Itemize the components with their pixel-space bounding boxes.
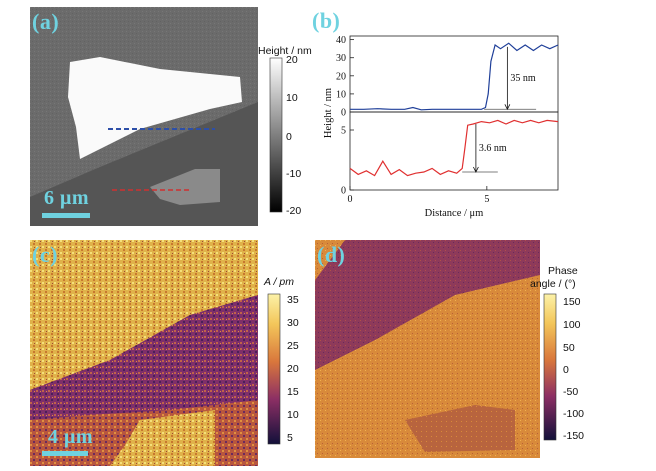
phase-map-image	[315, 240, 540, 458]
arrow-head	[504, 104, 511, 111]
height-tick: 0	[286, 131, 292, 143]
thin-flake	[150, 169, 220, 205]
profile-series-line	[350, 42, 559, 111]
phase-tick: -150	[563, 430, 585, 442]
phase-colorbar-title-1: Phase	[548, 265, 578, 277]
amplitude-tick: 35	[287, 294, 299, 306]
amplitude-colorbar	[267, 293, 281, 445]
plot-frame	[349, 111, 559, 191]
step-height-label: 3.6 nm	[479, 143, 507, 154]
scale-bar-a	[42, 213, 90, 218]
y-tick-label: 20	[336, 71, 346, 82]
height-tick: -20	[286, 205, 302, 217]
height-tick: 20	[286, 54, 298, 66]
height-colorbar	[269, 57, 283, 213]
amplitude-colorbar-title: A / pm	[264, 276, 294, 288]
amplitude-tick: 15	[287, 386, 299, 398]
panel-label-b: (b)	[312, 8, 341, 33]
phase-colorbar-title-2: angle / (°)	[530, 278, 576, 290]
phase-colorbar	[543, 293, 557, 441]
amplitude-tick: 10	[287, 409, 299, 421]
y-tick-label: 30	[336, 53, 346, 64]
y-tick-label: 0	[341, 108, 346, 119]
phase-tick: -50	[563, 386, 579, 398]
height-tick: -10	[286, 168, 302, 180]
height-tick: 10	[286, 92, 298, 104]
panel-d: (d)	[315, 240, 540, 458]
step-height-label: 35 nm	[510, 73, 536, 84]
amplitude-tick: 30	[287, 317, 299, 329]
amplitude-tick: 5	[287, 432, 293, 444]
phase-tick: 50	[563, 342, 575, 354]
scale-bar-label-c: 4 μm	[48, 426, 93, 448]
phase-tick: 100	[563, 319, 581, 331]
y-tick-label: 40	[336, 35, 346, 46]
panel-label-c: (c)	[32, 242, 58, 267]
x-axis-label: Distance / μm	[425, 208, 484, 219]
panel-a: (a) 6 μm	[30, 7, 258, 226]
panel-c: (c) 4 μm	[30, 240, 258, 466]
amplitude-map-image	[30, 240, 258, 466]
height-map-image	[30, 7, 258, 226]
height-colorbar-title: Height / nm	[258, 45, 312, 57]
phase-tick: 0	[563, 364, 569, 376]
panel-label-d: (d)	[317, 242, 346, 267]
y-tick-label: 10	[336, 89, 346, 100]
x-tick-label: 5	[484, 194, 489, 205]
x-tick-label: 0	[348, 194, 353, 205]
scale-bar-c	[42, 451, 88, 456]
arrow-head	[473, 166, 479, 173]
thick-flake	[68, 57, 242, 159]
profile-series-line	[349, 119, 559, 177]
amplitude-tick: 25	[287, 340, 299, 352]
y-tick-label: 5	[341, 126, 346, 137]
y-tick-label: 0	[341, 186, 346, 197]
amplitude-tick: 20	[287, 363, 299, 375]
panel-label-a: (a)	[32, 9, 60, 34]
scale-bar-label-a: 6 μm	[44, 187, 89, 209]
y-axis-label: Height / nm	[323, 88, 334, 138]
phase-tick: 150	[563, 296, 581, 308]
phase-tick: -100	[563, 408, 585, 420]
